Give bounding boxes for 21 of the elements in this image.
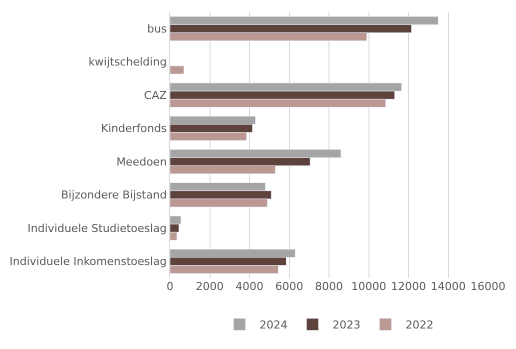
y-tick-label: Meedoen (116, 155, 167, 168)
legend-label: 2023 (332, 318, 360, 332)
x-tick-label: 14000 (430, 280, 466, 293)
y-tick-label: bus (147, 22, 168, 36)
x-tick-label: 12000 (391, 280, 426, 293)
y-tick-label: Individuele Studietoeslag (28, 222, 167, 235)
y-tick-label: CAZ (144, 88, 168, 102)
x-tick-label: 10000 (351, 280, 386, 293)
x-tick-label: 8000 (315, 280, 343, 293)
x-tick-label: 0 (166, 280, 174, 293)
bar (170, 66, 184, 74)
legend-label: 2024 (260, 318, 288, 332)
x-tick-label: 4000 (236, 280, 264, 293)
y-tick-label: Bijzondere Bijstand (60, 188, 167, 202)
y-tick-label: Individuele Inkomenstoeslag (10, 255, 167, 268)
x-tick-label: 2000 (196, 280, 224, 293)
x-tick-label: 16000 (470, 280, 506, 293)
x-tick-label: 6000 (275, 280, 304, 293)
y-tick-label: kwijtschelding (88, 56, 167, 69)
y-tick-label: Kinderfonds (100, 122, 168, 136)
legend-label: 2022 (406, 318, 434, 332)
